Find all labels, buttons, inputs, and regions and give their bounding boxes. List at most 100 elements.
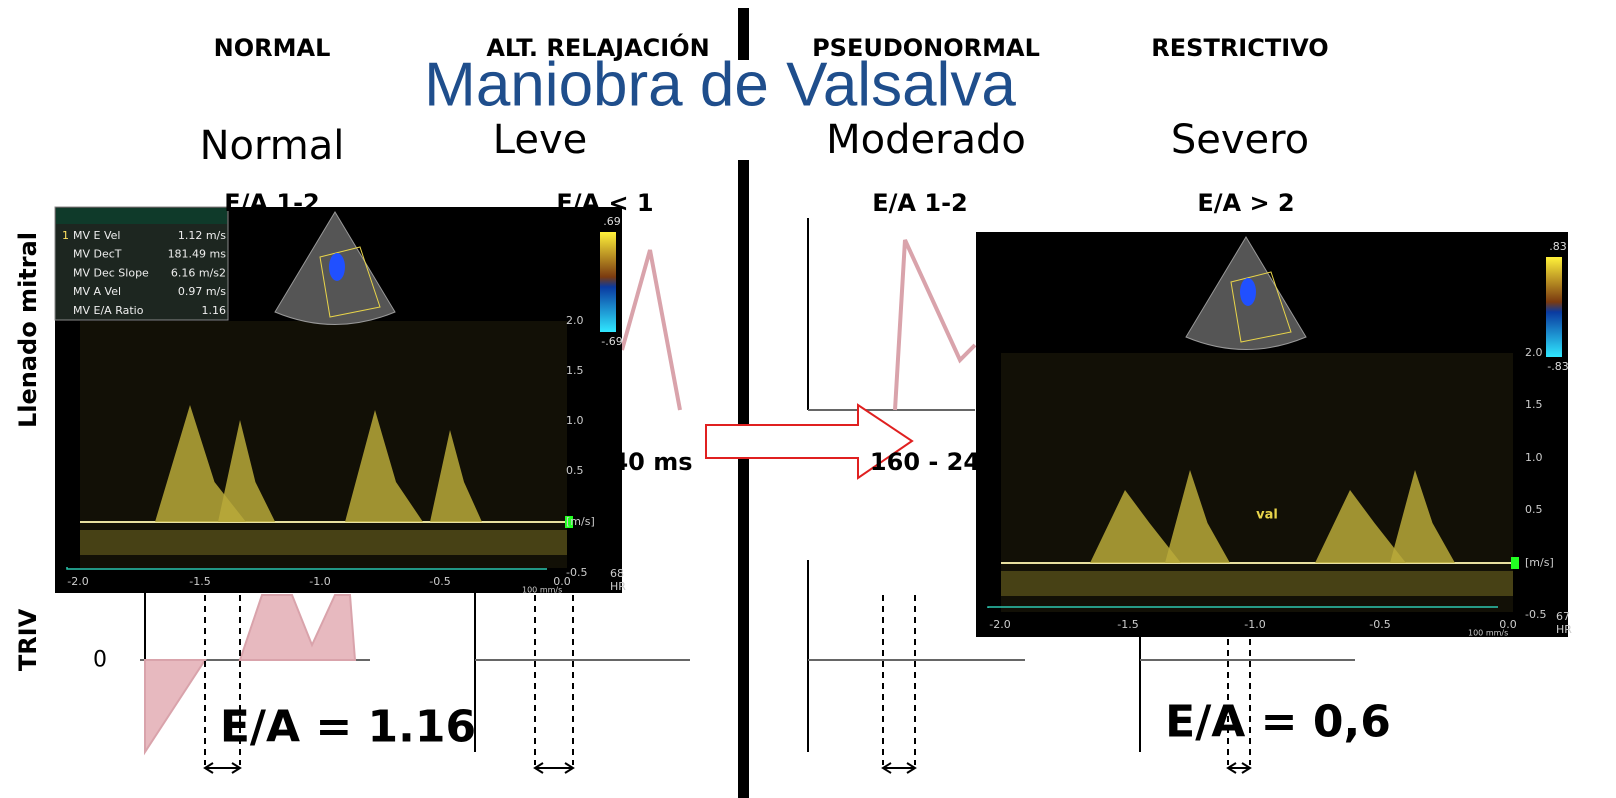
grade-label: Severo: [1170, 117, 1310, 163]
baseline-marker: [1511, 557, 1519, 569]
arrow-head: [203, 762, 214, 774]
color-bar: [1546, 257, 1562, 357]
heart-rate: 67: [1556, 610, 1570, 623]
time-tick: -0.5: [1369, 618, 1390, 631]
column-header: ALT. RELAJACIÓN: [486, 34, 710, 62]
time-tick: -0.5: [429, 575, 450, 588]
measurement-label: MV Dec Slope: [73, 266, 149, 279]
color-scale-label: -.83: [1547, 360, 1568, 373]
time-tick: -1.5: [189, 575, 210, 588]
annotation: val: [1256, 508, 1278, 523]
ratio-label: E/A 1-2: [224, 189, 320, 217]
velocity-tick: -0.5: [566, 566, 587, 579]
time-tick: 0.0: [553, 575, 571, 588]
measurement-value: 6.16 m/s2: [171, 266, 226, 279]
doppler-wave: [430, 430, 482, 522]
title: Maniobra de Valsalva: [424, 50, 1016, 120]
arrow-head: [1226, 762, 1237, 774]
timing-label: 40 ms: [611, 448, 693, 476]
velocity-tick: 1.0: [566, 414, 584, 427]
time-tick: 0.0: [1499, 618, 1517, 631]
separator: [738, 160, 749, 798]
color-box: [319, 246, 381, 318]
measurement-label: MV E/A Ratio: [73, 304, 144, 317]
measurement-value: 1.12 m/s: [178, 229, 226, 242]
ecg-trace: [66, 567, 547, 570]
color-scale-label: .69: [603, 215, 621, 228]
measurement-label: MV DecT: [73, 248, 122, 261]
velocity-tick: 1.5: [566, 364, 584, 377]
measurement-label: MV A Vel: [73, 285, 121, 298]
arrow-head: [1241, 762, 1252, 774]
color-box: [1230, 271, 1292, 343]
measurement-value: 0.97 m/s: [178, 285, 226, 298]
flow: [329, 253, 345, 281]
grade-label: Normal: [199, 123, 345, 169]
grade-label: Leve: [492, 117, 588, 163]
arrow-head: [906, 762, 917, 774]
row-label: TRIV: [14, 608, 42, 672]
result: E/A = 1.16: [219, 701, 477, 753]
doppler-field: [80, 321, 567, 568]
doppler-wave: [1315, 490, 1406, 563]
doppler-wave: [1165, 470, 1230, 563]
column-header: RESTRICTIVO: [1151, 34, 1329, 62]
time-tick: -1.5: [1117, 618, 1138, 631]
row-label: Llenado mitral: [14, 231, 42, 429]
ratio-label: E/A > 2: [1197, 189, 1295, 217]
flow: [1240, 278, 1256, 306]
measurement-value: 1.16: [202, 304, 227, 317]
baseline-marker: [565, 516, 573, 528]
zero-label: 0: [93, 647, 107, 673]
measurement-value: 181.49 ms: [168, 248, 227, 261]
color-scale-label: -.69: [601, 335, 622, 348]
ratio-label: E/A < 1: [556, 189, 654, 217]
velocity-tick: 1.0: [1525, 451, 1543, 464]
measurement-box: [54, 206, 229, 321]
doppler-wave: [1090, 490, 1181, 563]
arrow-head: [231, 762, 242, 774]
time-tick: -1.0: [309, 575, 330, 588]
heart-rate-label: HR: [1556, 623, 1572, 636]
doppler-noise: [80, 530, 567, 555]
column-header: PSEUDONORMAL: [812, 34, 1040, 62]
arrow: [705, 403, 914, 480]
velocity-tick: [m/s]: [566, 515, 595, 528]
grade-label: Moderado: [826, 117, 1026, 163]
velocity-tick: 0.5: [566, 464, 584, 477]
velocity-tick: 2.0: [1525, 346, 1543, 359]
timing-label: 160 - 24: [869, 448, 981, 476]
sweep-speed: 100 mm/s: [1468, 629, 1508, 638]
velocity-tick: 1.5: [1525, 398, 1543, 411]
velocity-tick: 0.5: [1525, 503, 1543, 516]
velocity-tick: -0.5: [1525, 608, 1546, 621]
time-tick: -1.0: [1244, 618, 1265, 631]
diagram-area: [238, 594, 357, 661]
heart-rate: 68: [610, 567, 624, 580]
time-tick: -2.0: [989, 618, 1010, 631]
doppler-wave: [345, 410, 423, 522]
doppler-wave: [155, 405, 246, 522]
sweep-speed: 100 mm/s: [522, 586, 562, 595]
doppler-wave: [218, 420, 276, 522]
heart-rate-label: HR: [610, 580, 626, 593]
ratio-label: E/A 1-2: [872, 189, 968, 217]
velocity-tick: [m/s]: [1525, 556, 1554, 569]
measurement-header: [56, 208, 227, 224]
column-header: NORMAL: [213, 34, 331, 62]
doppler-noise: [1001, 571, 1513, 596]
time-tick: -2.0: [67, 575, 88, 588]
color-bar: [600, 232, 616, 332]
arrow-head: [564, 762, 575, 774]
diagram-line: [893, 239, 977, 411]
color-scale-label: .83: [1549, 240, 1567, 253]
result: E/A = 0,6: [1165, 696, 1391, 748]
diagram-line: [620, 249, 682, 411]
arrow-head: [881, 762, 892, 774]
measurement-label: MV E Vel: [73, 229, 120, 242]
diagram-area: [144, 659, 207, 756]
velocity-tick: 2.0: [566, 314, 584, 327]
arrow-head: [533, 762, 544, 774]
